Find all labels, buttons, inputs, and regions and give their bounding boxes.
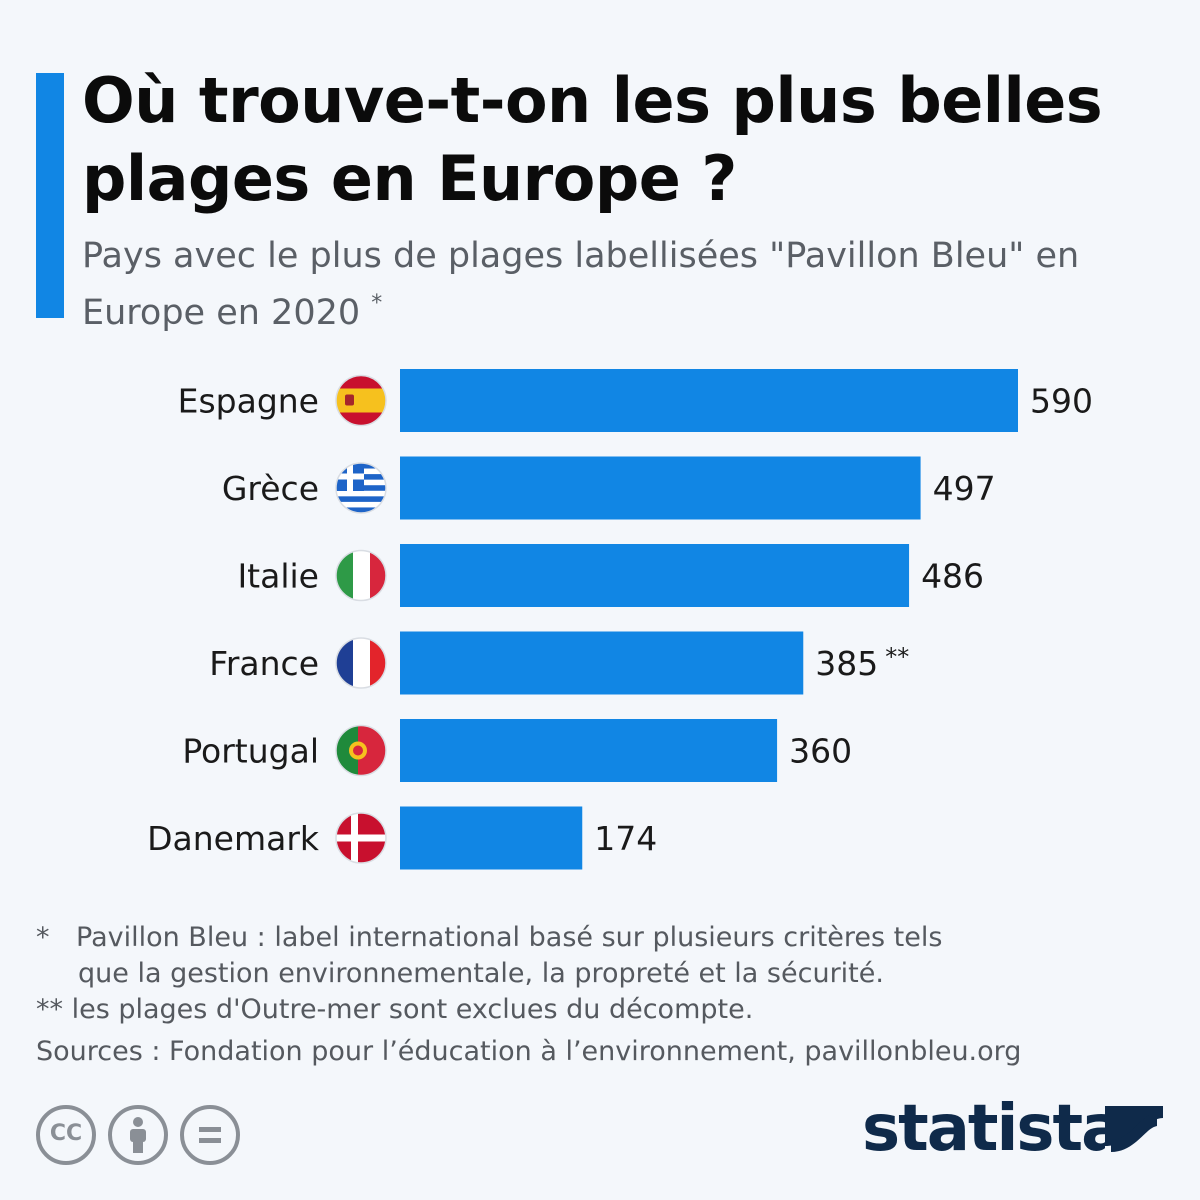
footnote-1-mark: * — [36, 922, 50, 953]
value-label: 497 — [933, 469, 996, 508]
greece-flag-icon — [335, 462, 387, 514]
bar-danemark — [400, 806, 583, 870]
person-icon — [130, 1117, 146, 1153]
footnote-1-line-1: Pavillon Bleu : label international basé… — [76, 922, 943, 953]
chart-subtitle: Pays avec le plus de plages labellisées … — [82, 232, 1082, 337]
statista-logo[interactable]: statista — [862, 1092, 1167, 1170]
statista-logo-icon — [1105, 1106, 1163, 1164]
no-derivatives-icon[interactable] — [180, 1105, 240, 1165]
denmark-flag-icon — [335, 812, 387, 864]
footnote-1-line-2: que la gestion environnementale, la prop… — [78, 958, 884, 989]
category-label: Espagne — [178, 382, 319, 421]
footnote-1: * Pavillon Bleu : label international bas… — [36, 920, 942, 956]
value-label: 590 — [1030, 382, 1093, 421]
equals-icon — [199, 1127, 221, 1143]
category-label: Grèce — [222, 469, 319, 508]
value-label: 174 — [594, 819, 657, 858]
attribution-icon[interactable] — [108, 1105, 168, 1165]
bar-france — [400, 631, 804, 695]
value-label: 385 — [815, 644, 878, 683]
footnote-2: ** les plages d'Outre-mer sont exclues d… — [36, 994, 754, 1025]
france-flag-icon — [335, 637, 387, 689]
bar-portugal — [400, 719, 778, 782]
subtitle-footnote-mark: * — [371, 291, 383, 316]
title-accent-bar — [36, 73, 64, 318]
statista-wordmark: statista — [862, 1092, 1124, 1166]
category-label: Portugal — [182, 732, 319, 771]
category-label: Danemark — [147, 819, 320, 858]
value-label: 486 — [921, 557, 984, 596]
bar-grèce — [400, 456, 921, 520]
chart-title: Où trouve-t-on les plus belles plages en… — [82, 64, 1103, 215]
spain-flag-icon — [335, 374, 387, 427]
subtitle-text: Pays avec le plus de plages labellisées … — [82, 236, 1080, 333]
italy-flag-icon — [335, 549, 387, 602]
cc-icon[interactable]: CC — [36, 1105, 96, 1165]
category-label: France — [209, 644, 319, 683]
value-label: 360 — [789, 732, 852, 771]
category-label: Italie — [237, 557, 319, 596]
bar-espagne — [400, 369, 1018, 432]
sources: Sources : Fondation pour l’éducation à l… — [36, 1036, 1022, 1067]
cc-icon-label: CC — [49, 1121, 83, 1146]
bar-italie — [400, 544, 910, 607]
portugal-flag-icon — [335, 724, 387, 777]
value-footnote-mark: ** — [885, 643, 909, 671]
